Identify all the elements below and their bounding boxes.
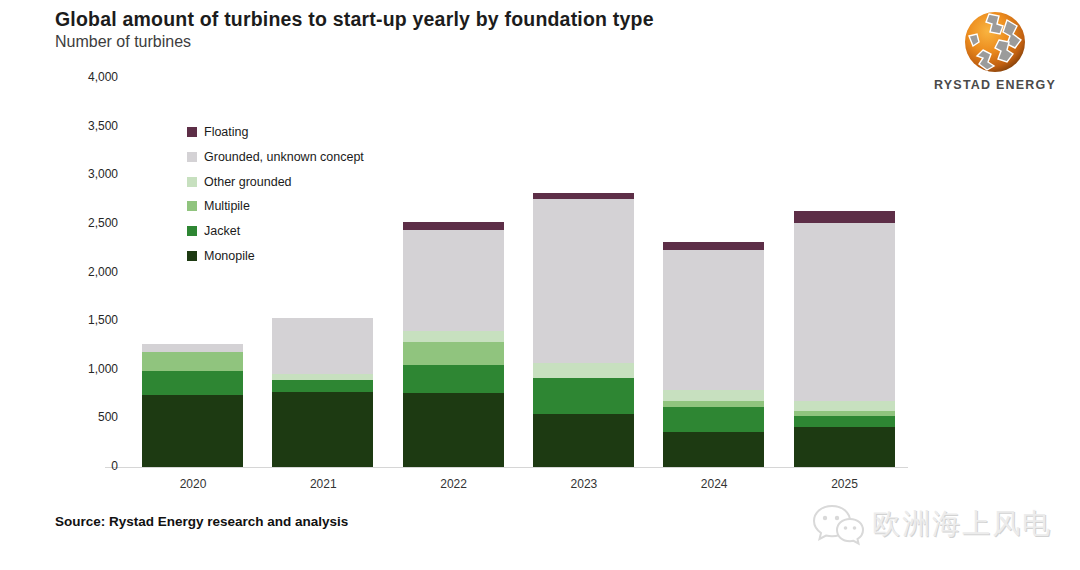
legend-item-jacket: Jacket: [187, 219, 364, 244]
bar-segment-floating: [663, 242, 764, 250]
legend-swatch-icon: [187, 152, 197, 162]
source-note: Source: Rystad Energy research and analy…: [55, 514, 348, 529]
bar-segment-monopile: [142, 395, 243, 467]
y-tick-label: 4,000: [28, 70, 118, 84]
bar-segment-monopile: [794, 427, 895, 467]
legend-item-floating: Floating: [187, 120, 364, 145]
watermark: 欧洲海上风电: [812, 502, 1052, 546]
legend-swatch-icon: [187, 251, 197, 261]
bar-segment-monopile: [533, 414, 634, 467]
bar-segment-floating: [403, 222, 504, 230]
bar-2023: [533, 193, 634, 467]
legend-item-other-grounded: Other grounded: [187, 169, 364, 194]
x-tick-label: 2024: [663, 477, 765, 491]
bar-segment-jacket: [533, 378, 634, 413]
bar-segment-grounded-unknown-concept: [663, 250, 764, 390]
legend-label: Jacket: [204, 224, 240, 238]
bar-2024: [663, 242, 764, 467]
y-tick-label: 2,000: [28, 265, 118, 279]
bar-segment-other-grounded: [663, 390, 764, 401]
bar-segment-jacket: [663, 407, 764, 432]
bar-segment-grounded-unknown-concept: [142, 344, 243, 352]
bar-segment-monopile: [272, 392, 373, 467]
bar-segment-grounded-unknown-concept: [533, 199, 634, 363]
wechat-icon: [812, 502, 864, 546]
bar-segment-other-grounded: [533, 363, 634, 378]
legend-label: Grounded, unknown concept: [204, 150, 364, 164]
y-tick-label: 1,500: [28, 313, 118, 327]
y-tick-label: 500: [28, 410, 118, 424]
y-tick-label: 0: [28, 459, 118, 473]
bar-segment-grounded-unknown-concept: [794, 223, 895, 401]
bar-2021: [272, 318, 373, 467]
legend-label: Floating: [204, 125, 248, 139]
legend-label: Monopile: [204, 249, 255, 263]
bar-segment-jacket: [403, 365, 504, 393]
bar-segment-other-grounded: [403, 331, 504, 341]
legend: Floating Grounded, unknown concept Other g…: [187, 120, 364, 268]
bar-segment-other-grounded: [794, 401, 895, 411]
bar-segment-jacket: [272, 380, 373, 392]
legend-swatch-icon: [187, 177, 197, 187]
bar-segment-floating: [794, 211, 895, 223]
chart-page: Global amount of turbines to start-up ye…: [0, 0, 1080, 570]
x-tick-label: 2023: [533, 477, 635, 491]
legend-swatch-icon: [187, 201, 197, 211]
watermark-text: 欧洲海上风电: [872, 505, 1052, 543]
bar-segment-jacket: [794, 416, 895, 427]
legend-item-multipile: Multipile: [187, 194, 364, 219]
bar-2025: [794, 211, 895, 467]
x-tick-label: 2020: [142, 477, 244, 491]
y-tick-label: 2,500: [28, 216, 118, 230]
plot-area: 05001,0001,5002,0002,5003,0003,5004,000 …: [0, 0, 1080, 570]
bar-segment-grounded-unknown-concept: [272, 318, 373, 374]
bar-segment-multipile: [403, 342, 504, 365]
bar-segment-grounded-unknown-concept: [403, 230, 504, 331]
x-tick-label: 2021: [272, 477, 374, 491]
legend-swatch-icon: [187, 226, 197, 236]
bar-segment-monopile: [403, 393, 504, 467]
bar-segment-jacket: [142, 371, 243, 395]
x-axis-baseline: [105, 467, 908, 468]
x-tick-label: 2025: [794, 477, 896, 491]
bar-2022: [403, 222, 504, 467]
bar-segment-multipile: [142, 352, 243, 371]
legend-swatch-icon: [187, 127, 197, 137]
y-tick-label: 3,000: [28, 167, 118, 181]
y-tick-label: 3,500: [28, 119, 118, 133]
x-tick-label: 2022: [403, 477, 505, 491]
bar-segment-monopile: [663, 432, 764, 467]
y-tick-label: 1,000: [28, 362, 118, 376]
legend-item-grounded-unknown-concept: Grounded, unknown concept: [187, 145, 364, 170]
legend-item-monopile: Monopile: [187, 243, 364, 268]
bar-2020: [142, 344, 243, 467]
legend-label: Other grounded: [204, 175, 292, 189]
legend-label: Multipile: [204, 199, 250, 213]
